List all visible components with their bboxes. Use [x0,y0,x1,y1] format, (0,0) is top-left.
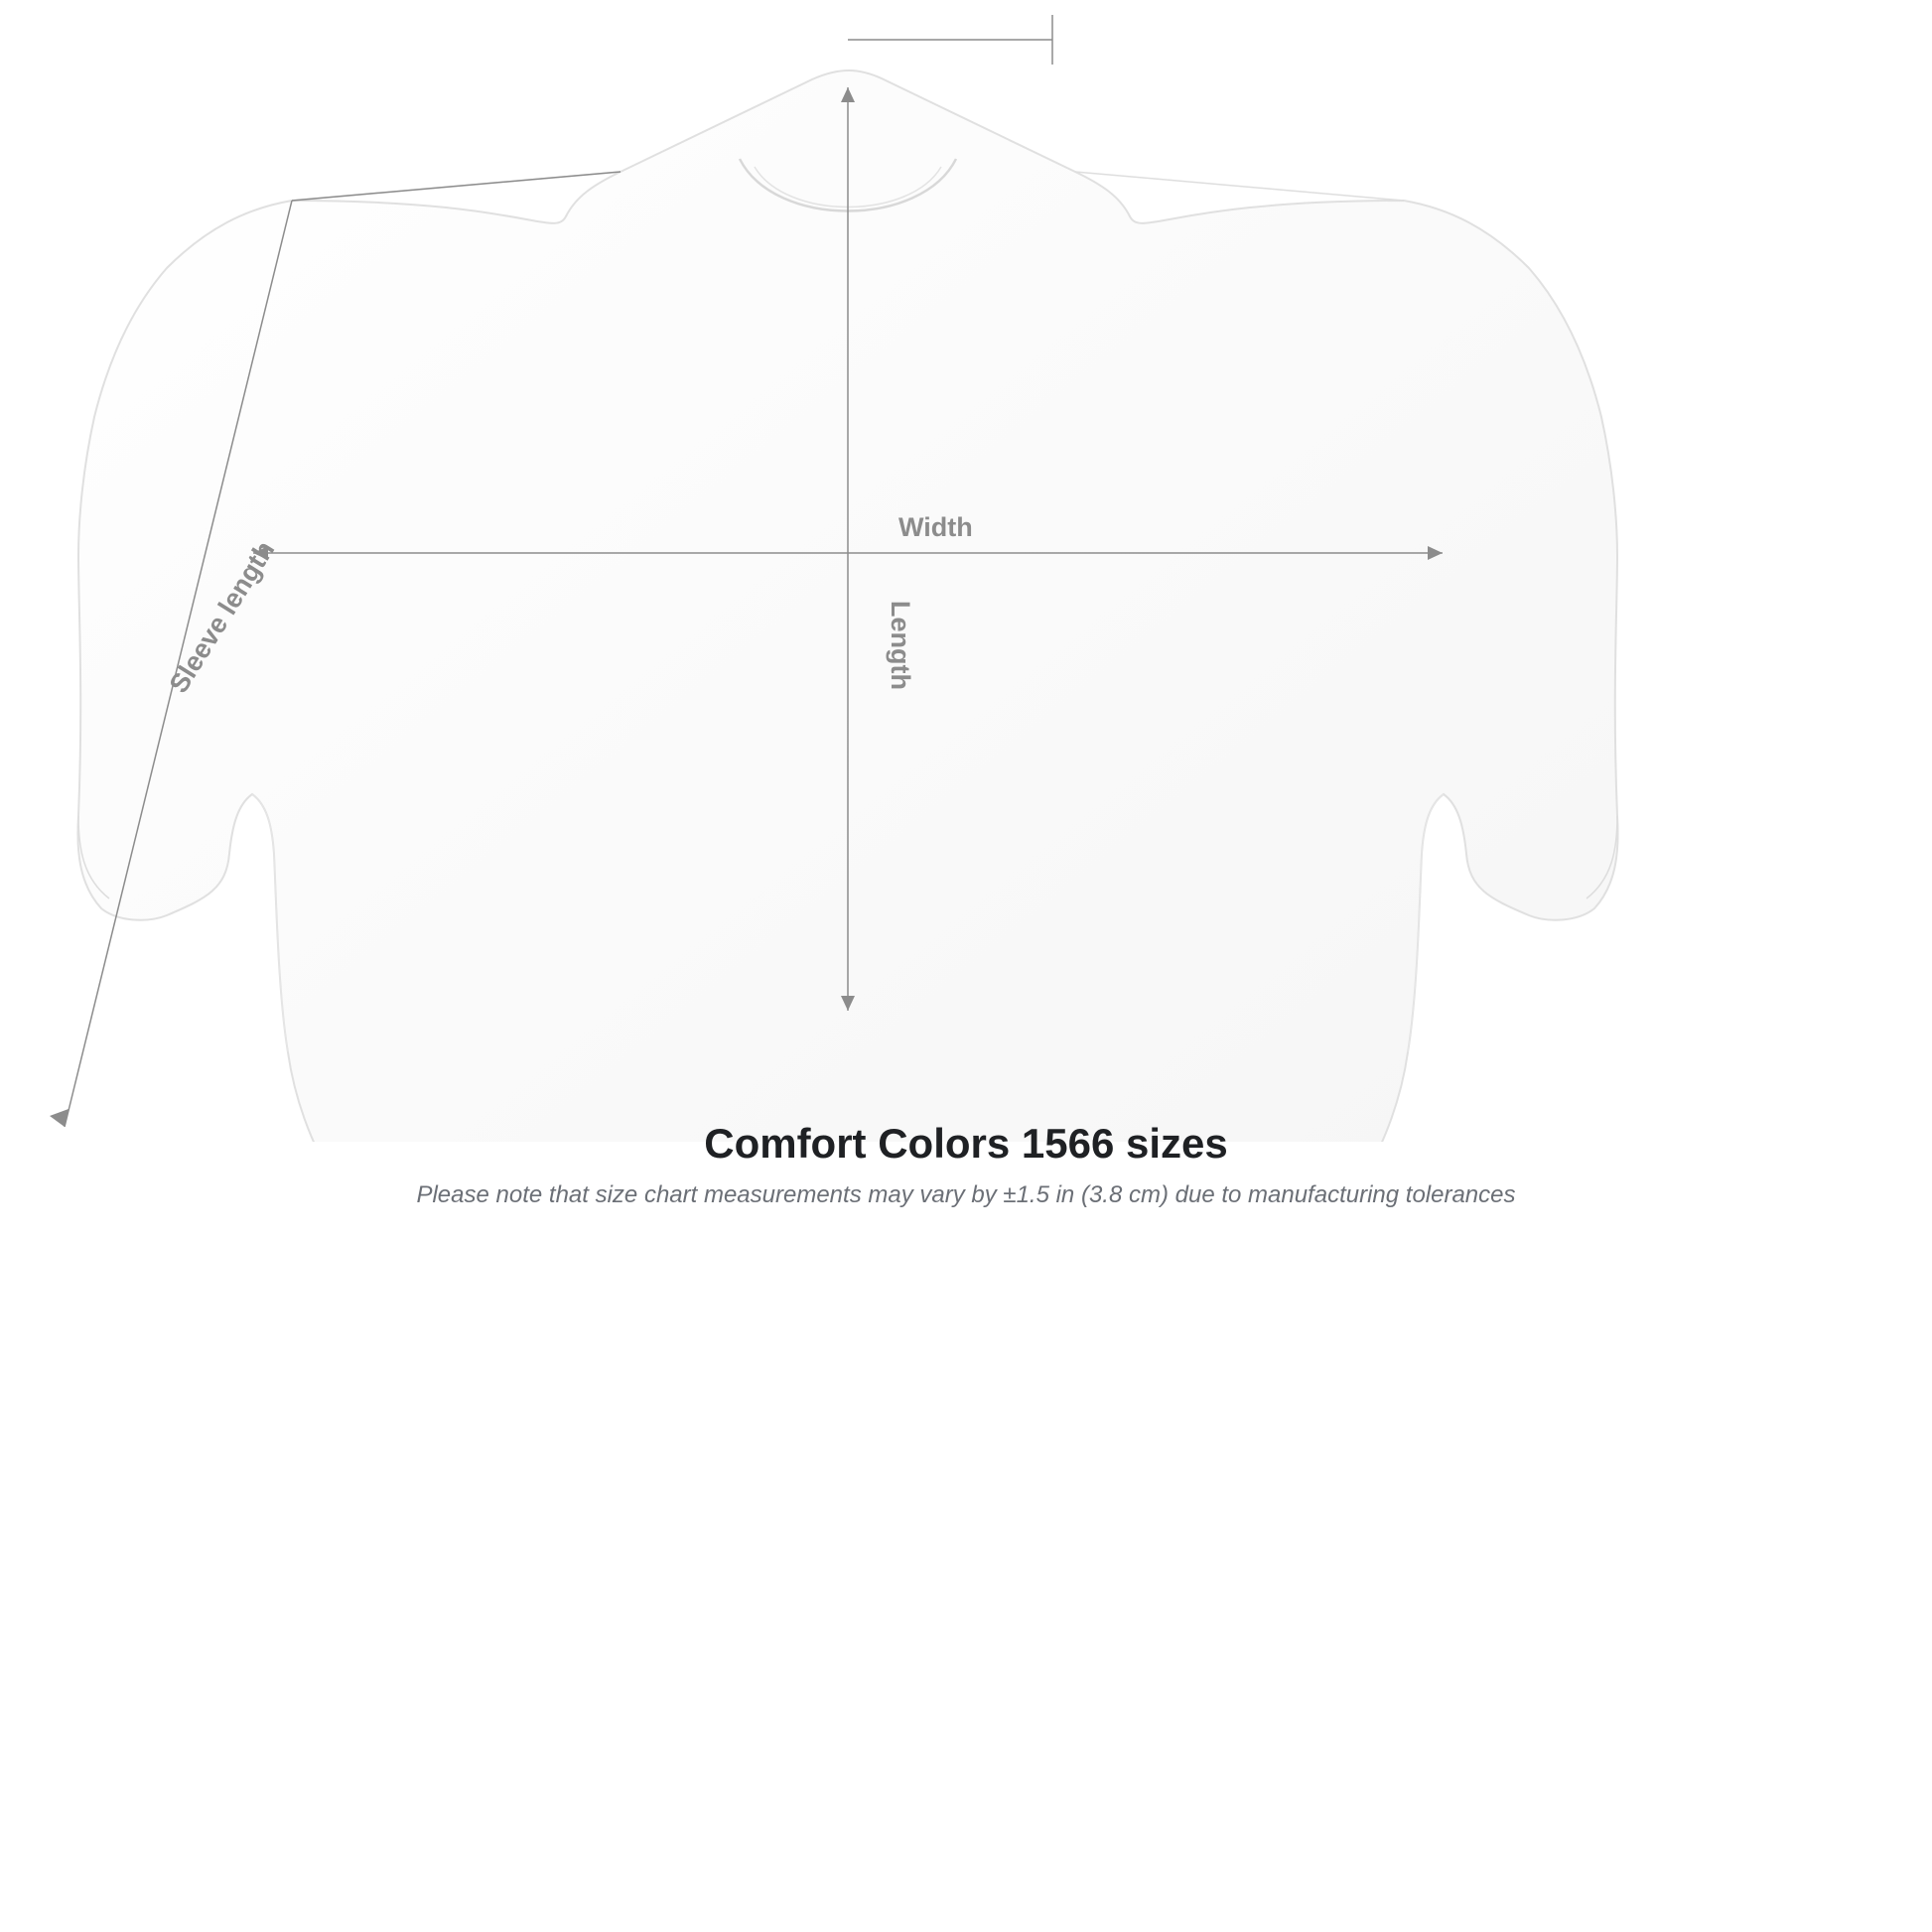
svg-text:Length: Length [886,601,915,690]
svg-text:Width: Width [898,512,973,542]
